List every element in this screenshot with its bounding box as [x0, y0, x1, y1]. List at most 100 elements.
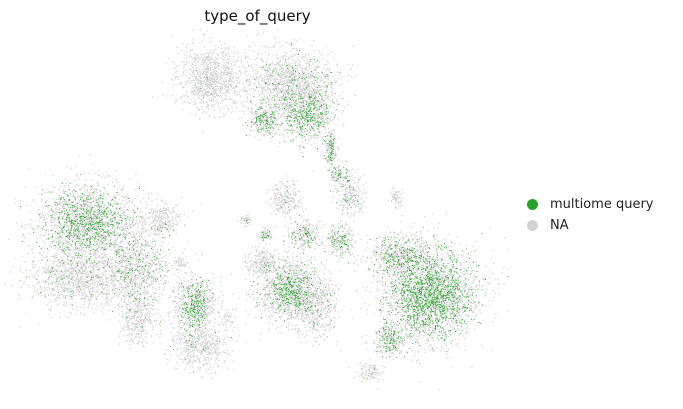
point-na	[58, 262, 61, 265]
point-na	[294, 96, 297, 98]
point-na	[202, 62, 204, 65]
point-na	[99, 236, 102, 238]
point-na	[311, 137, 313, 140]
point-na	[250, 76, 252, 78]
point-na	[87, 285, 89, 287]
point-na	[298, 96, 300, 98]
point-na	[205, 59, 207, 61]
point-na	[57, 269, 59, 271]
point-na	[332, 118, 334, 121]
point-na	[219, 109, 221, 111]
point-na	[228, 63, 230, 65]
point-na	[94, 209, 96, 211]
point-na	[4, 282, 6, 285]
point-na	[294, 74, 296, 76]
point-na	[205, 49, 208, 51]
point-na	[45, 269, 48, 271]
point-na	[200, 94, 202, 96]
point-na	[106, 286, 109, 289]
point-na	[247, 108, 249, 110]
point-na	[333, 114, 335, 116]
point-na	[230, 85, 232, 87]
point-na	[223, 107, 225, 109]
point-na	[57, 258, 59, 261]
point-na	[182, 71, 184, 73]
point-na	[300, 74, 302, 76]
point-na	[177, 76, 179, 78]
point-na	[72, 262, 74, 265]
point-na	[40, 287, 43, 289]
point-na	[250, 66, 252, 69]
point-na	[338, 84, 340, 87]
point-na	[57, 211, 59, 214]
point-na	[287, 62, 290, 64]
point-na	[286, 103, 288, 106]
point-na	[65, 240, 67, 242]
point-na	[202, 73, 204, 75]
point-na	[285, 79, 288, 81]
point-na	[332, 76, 335, 78]
point-na	[95, 277, 98, 279]
point-na	[298, 83, 300, 85]
point-na	[83, 296, 86, 299]
point-na	[317, 66, 319, 68]
point-na	[118, 186, 120, 188]
point-na	[128, 209, 130, 211]
point-na	[46, 204, 48, 206]
point-na	[301, 141, 303, 143]
point-na	[116, 213, 118, 215]
point-na	[247, 119, 249, 122]
point-na	[245, 90, 247, 92]
point-na	[95, 295, 97, 297]
point-na	[29, 270, 32, 272]
point-na	[202, 58, 204, 61]
point-na	[229, 98, 232, 100]
point-na	[165, 62, 167, 64]
point-na	[20, 286, 23, 288]
point-na	[330, 80, 332, 83]
point-na	[224, 69, 227, 72]
point-na	[316, 150, 318, 153]
point-na	[132, 212, 135, 214]
point-na	[232, 76, 234, 78]
point-na	[138, 291, 140, 293]
point-na	[224, 113, 227, 115]
point-na	[327, 98, 330, 100]
point-na	[109, 213, 111, 215]
point-na	[94, 279, 96, 281]
point-na	[58, 233, 61, 235]
point-na	[238, 118, 241, 120]
point-na	[78, 184, 81, 187]
point-na	[102, 193, 105, 195]
point-na	[67, 296, 69, 298]
point-na	[235, 78, 237, 80]
point-na	[307, 70, 309, 72]
point-na	[98, 247, 101, 249]
point-na	[30, 204, 32, 207]
point-na	[84, 291, 86, 293]
point-na	[289, 85, 291, 87]
point-na	[259, 102, 262, 105]
point-na	[97, 290, 99, 293]
point-na	[28, 168, 30, 170]
point-na	[122, 195, 125, 197]
point-na	[242, 64, 244, 67]
point-na	[270, 92, 272, 95]
point-na	[37, 281, 39, 283]
point-na	[192, 70, 194, 72]
point-na	[59, 275, 62, 277]
point-na	[268, 116, 270, 119]
point-na	[67, 206, 70, 208]
point-na	[68, 276, 70, 279]
point-na	[70, 303, 73, 306]
point-na	[202, 101, 205, 103]
point-na	[192, 42, 194, 44]
point-na	[60, 292, 62, 294]
point-na	[198, 94, 201, 97]
point-na	[107, 241, 109, 243]
point-na	[286, 106, 288, 108]
point-na	[261, 97, 264, 99]
point-na	[75, 302, 77, 304]
point-na	[90, 226, 92, 229]
point-na	[318, 74, 320, 77]
